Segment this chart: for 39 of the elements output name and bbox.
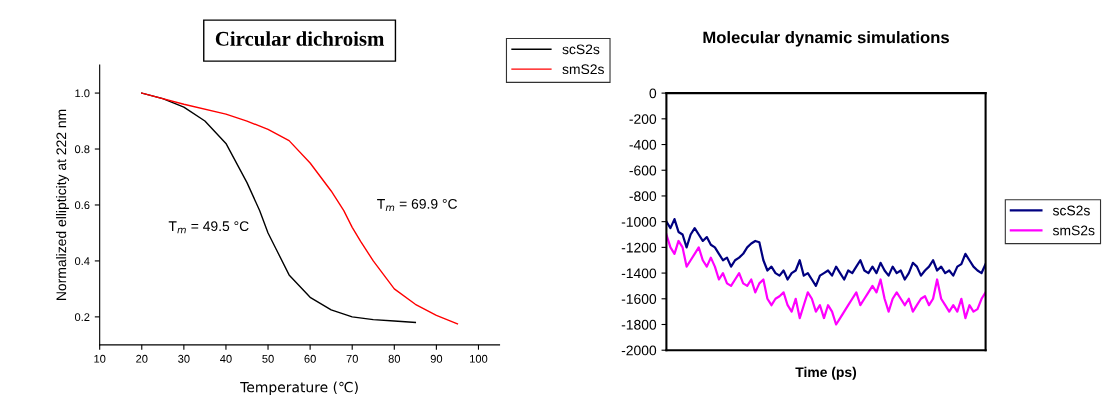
x-tick-label: 40	[220, 354, 232, 363]
y-axis-title: Normalized ellipticity at 222 nm	[56, 109, 69, 300]
legend-label: scS2s	[562, 44, 600, 55]
x-tick-label: 90	[430, 354, 443, 363]
x-tick-label: 100	[470, 354, 488, 363]
x-tick-label: 70	[346, 354, 358, 363]
x-tick-label: 50	[262, 354, 274, 363]
annotation: T$_{m}$ = 49.5 °C	[168, 221, 249, 234]
line-series	[666, 217, 986, 288]
line-series	[666, 233, 986, 326]
y-tick-label: 0.4	[74, 257, 90, 266]
x-tick-label: 10	[94, 354, 106, 363]
chart-title: Molecular dynamic simulations	[703, 31, 949, 47]
x-tick-label: 20	[136, 354, 148, 363]
x-tick-label: 30	[178, 354, 190, 363]
y-tick-label: -1200	[621, 242, 657, 253]
y-tick-label: -1000	[621, 216, 657, 227]
legend-label: smS2s	[562, 64, 604, 75]
y-tick-label: -600	[629, 165, 657, 176]
legend-label: scS2s	[1052, 205, 1090, 216]
y-tick-label: 1.0	[75, 89, 90, 98]
y-tick-label: 0.6	[74, 201, 90, 210]
y-tick-label: 0.2	[74, 313, 90, 321]
y-tick-label: 0	[649, 88, 657, 99]
x-tick-label: 60	[304, 354, 316, 363]
legend-label: smS2s	[1052, 225, 1095, 236]
x-axis-title: Time (ps)	[795, 366, 857, 380]
x-tick-label: 80	[388, 354, 401, 363]
y-tick-label: -400	[629, 139, 657, 150]
y-tick-label: 0.8	[74, 145, 90, 154]
x-axis-title: Temperature (℃)	[240, 381, 358, 396]
y-tick-label: -1800	[621, 319, 657, 330]
y-tick-label: -1400	[621, 268, 657, 279]
y-tick-label: -200	[629, 114, 657, 124]
y-tick-label: -1600	[621, 294, 657, 304]
y-tick-label: -800	[629, 191, 657, 202]
y-tick-label: -2000	[621, 345, 657, 356]
chart-title: Circular dichroism	[215, 31, 385, 46]
annotation: T$_{m}$ = 69.9 °C	[377, 198, 458, 211]
